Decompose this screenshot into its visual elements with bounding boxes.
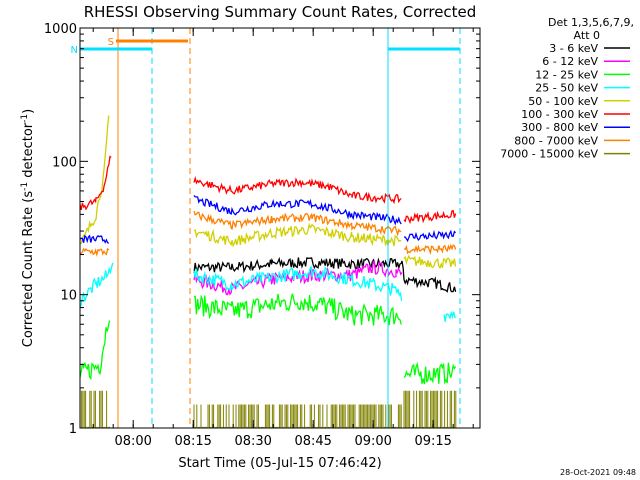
series-3 bbox=[80, 262, 457, 322]
series-8-segment-2 bbox=[403, 390, 457, 428]
series-4-segment-1 bbox=[193, 222, 402, 248]
x-tick-label-0: 08:00 bbox=[114, 434, 151, 449]
series-4-segment-2 bbox=[403, 254, 457, 270]
series-2 bbox=[80, 293, 457, 385]
x-tick-label-1: 08:15 bbox=[174, 434, 211, 449]
legend-label-4: 50 - 100 keV bbox=[528, 95, 598, 108]
series-5-segment-1 bbox=[193, 175, 402, 205]
legend-header-1: Det 1,3,5,6,7,9, bbox=[548, 16, 634, 29]
series-2-segment-1 bbox=[193, 293, 402, 326]
legend-label-6: 300 - 800 keV bbox=[521, 121, 598, 134]
series-4 bbox=[80, 115, 457, 270]
plot-area: S N 1 10 100 1000 08:00 08:15 08:30 08:45 09:00 09:… bbox=[44, 22, 481, 449]
series-4-segment-0 bbox=[80, 115, 110, 245]
y-tick-label-0: 1 bbox=[69, 422, 77, 437]
x-tick-label-3: 08:45 bbox=[294, 434, 331, 449]
chart-title: RHESSI Observing Summary Count Rates, Co… bbox=[84, 3, 477, 21]
series-8-segment-0 bbox=[80, 390, 110, 428]
flag-label-1: N bbox=[71, 45, 78, 56]
series-8-segment-1 bbox=[193, 404, 402, 428]
series-6-segment-1 bbox=[193, 194, 402, 226]
series-1-segment-0 bbox=[193, 260, 403, 296]
x-axis-label: Start Time (05-Jul-15 07:46:42) bbox=[178, 456, 381, 471]
y-tick-label-3: 1000 bbox=[44, 22, 77, 37]
legend-label-2: 12 - 25 keV bbox=[535, 68, 598, 81]
x-tick-label-5: 09:15 bbox=[414, 434, 451, 449]
legend-label-3: 25 - 50 keV bbox=[535, 82, 598, 95]
y-axis-label: Corrected Count Rate (s-1 detector-1) bbox=[20, 109, 36, 347]
x-tick-label-2: 08:30 bbox=[234, 434, 271, 449]
series-8 bbox=[80, 390, 457, 428]
series-7-segment-0 bbox=[80, 247, 110, 257]
series-3-segment-0 bbox=[80, 262, 114, 308]
series-5 bbox=[80, 155, 457, 225]
legend-label-1: 6 - 12 keV bbox=[542, 55, 598, 68]
x-tick-label-4: 09:00 bbox=[354, 434, 391, 449]
y-tick-label-2: 100 bbox=[52, 155, 77, 170]
series-6-segment-2 bbox=[404, 229, 457, 243]
legend-header-2: Att 0 bbox=[574, 29, 600, 42]
series-7-segment-2 bbox=[403, 243, 457, 256]
series-5-segment-0 bbox=[80, 155, 112, 211]
legend-label-0: 3 - 6 keV bbox=[549, 42, 598, 55]
series-2-segment-0 bbox=[80, 320, 111, 381]
plot-frame bbox=[79, 27, 481, 429]
series-7 bbox=[80, 210, 457, 257]
series-2-segment-2 bbox=[403, 361, 457, 385]
series-3-segment-2 bbox=[443, 310, 457, 322]
series-3-segment-1 bbox=[193, 266, 403, 302]
series-6 bbox=[80, 194, 457, 244]
series-6-segment-0 bbox=[80, 234, 110, 244]
legend-label-5: 100 - 300 keV bbox=[521, 108, 598, 121]
series-0-segment-0 bbox=[193, 256, 457, 293]
series-7-segment-1 bbox=[193, 210, 402, 237]
y-tick-label-1: 10 bbox=[60, 289, 77, 304]
timestamp: 28-Oct-2021 09:48 bbox=[560, 468, 636, 477]
series-5-segment-2 bbox=[403, 210, 457, 225]
legend-label-7: 800 - 7000 keV bbox=[514, 134, 598, 147]
series-1 bbox=[193, 260, 403, 296]
series-0 bbox=[193, 256, 457, 293]
flag-label-0: S bbox=[108, 37, 114, 48]
legend-label-8: 7000 - 15000 keV bbox=[500, 148, 598, 161]
